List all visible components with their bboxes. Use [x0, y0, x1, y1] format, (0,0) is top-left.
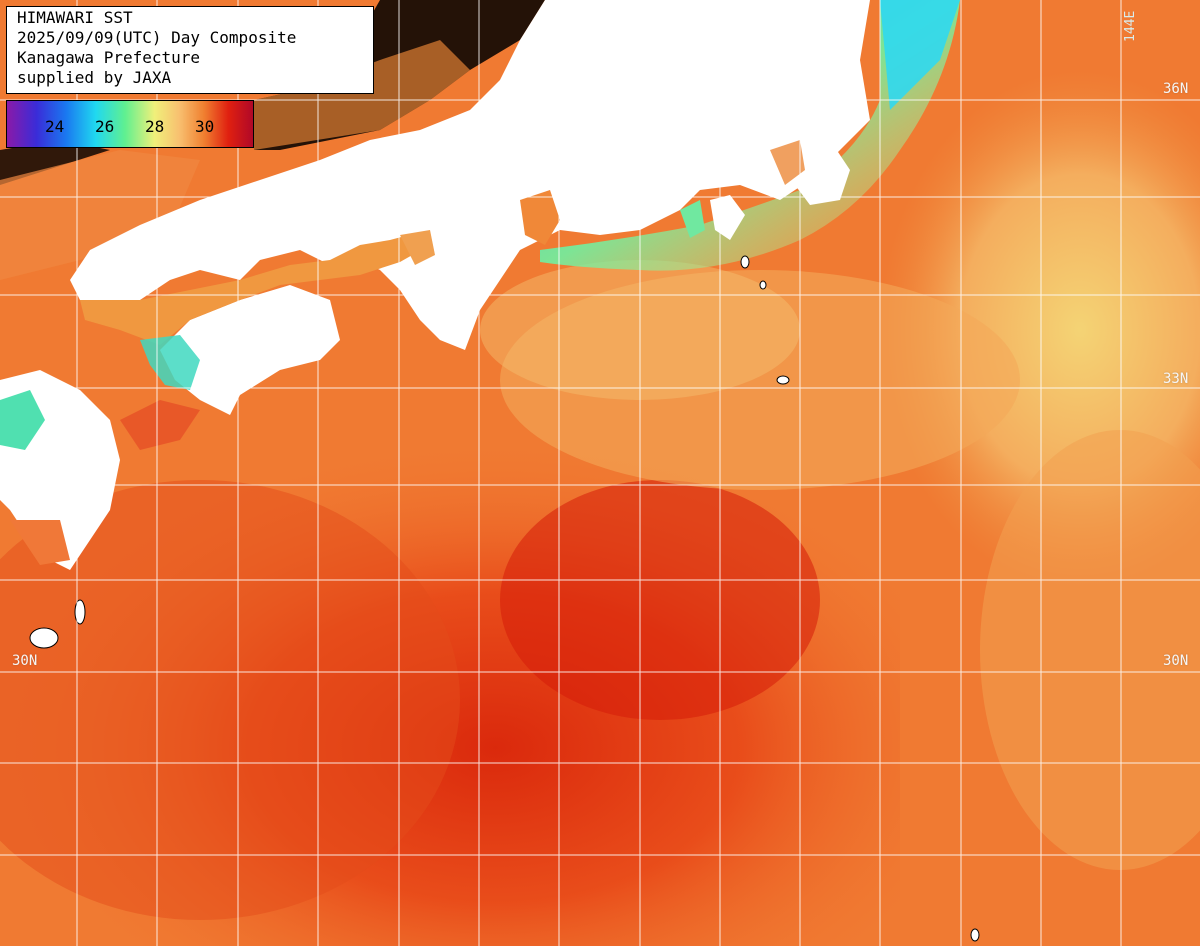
title-line-4: supplied by JAXA: [17, 68, 172, 87]
lat-label-33n-right: 33N: [1163, 371, 1189, 387]
ise-bay: [520, 190, 560, 245]
land-island-3: [776, 375, 790, 385]
land-island-6: [970, 928, 980, 942]
kyushu-south-water: [10, 520, 70, 565]
pale-far-east: [980, 430, 1200, 870]
land-honshu: [70, 0, 870, 350]
suruga-bay: [680, 200, 705, 238]
kyushu-west-water: [0, 390, 45, 450]
inland-sea-seto: [80, 232, 430, 345]
legend-tick-28: 28: [145, 117, 165, 136]
land-island-4: [740, 255, 750, 269]
inland-sea-cool-patch: [140, 335, 200, 390]
land-island-5: [759, 280, 767, 290]
orange-patch-north: [254, 40, 470, 150]
legend-tick-26: 26: [95, 117, 115, 136]
tokyo-bay: [770, 140, 805, 185]
title-line-2: 2025/09/09(UTC) Day Composite: [17, 28, 297, 47]
legend-tick-30: 30: [195, 117, 215, 136]
land-boso: [795, 140, 850, 205]
land-island-1: [29, 627, 59, 649]
land-shikoku: [160, 285, 340, 415]
lon-label-144e: 144E: [1123, 10, 1138, 42]
title-line-3: Kanagawa Prefecture: [17, 48, 201, 67]
lat-label-30n-left: 30N: [12, 653, 38, 669]
bungo-channel: [120, 400, 200, 450]
legend-tick-24: 24: [45, 117, 65, 136]
land-izu: [710, 195, 745, 240]
lat-label-36n: 36N: [1163, 81, 1189, 97]
hot-core: [500, 480, 820, 720]
cool-northeast: [880, 0, 960, 110]
map-title-box: HIMAWARI SST 2025/09/09(UTC) Day Composi…: [6, 6, 374, 94]
pale-mid-region: [500, 270, 1020, 490]
orange-patch-west: [0, 150, 200, 280]
title-line-1: HIMAWARI SST: [17, 8, 133, 27]
lat-label-30n-right: 30N: [1163, 653, 1189, 669]
osaka-bay: [400, 230, 435, 265]
hot-west: [0, 480, 460, 920]
color-scale-legend: 24 26 28 30: [6, 100, 254, 148]
